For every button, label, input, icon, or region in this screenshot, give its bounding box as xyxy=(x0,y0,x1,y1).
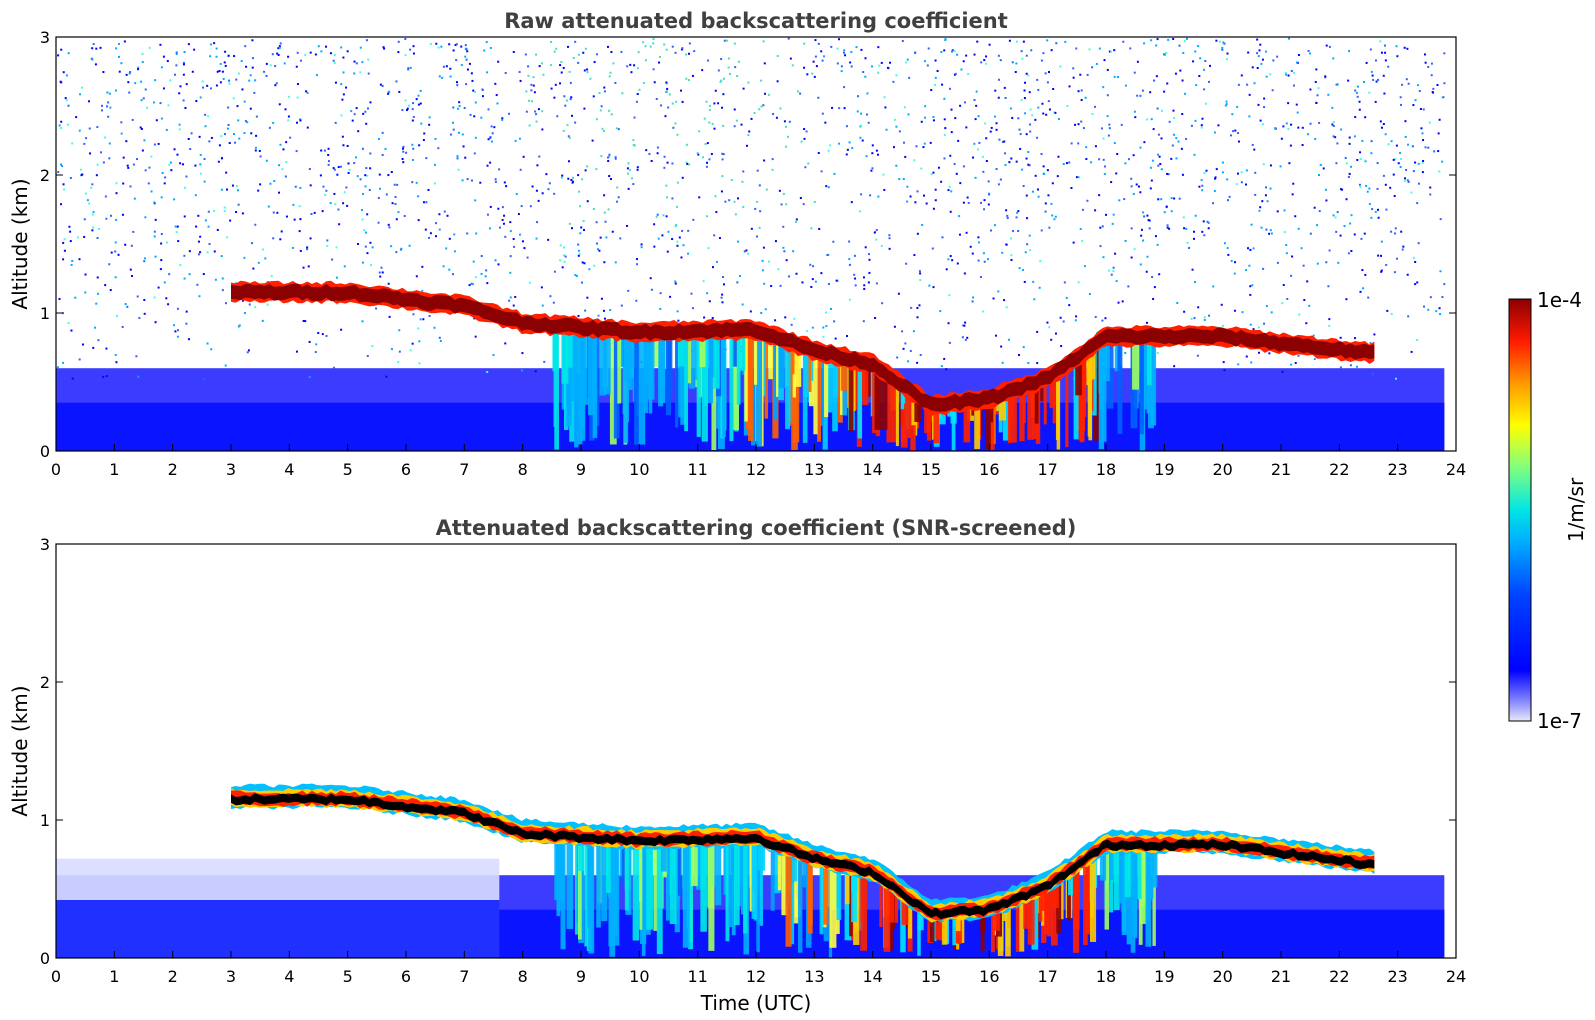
x-tick-label: 3 xyxy=(226,460,236,479)
colorbar-min-label: 1e-7 xyxy=(1537,709,1582,733)
x-tick-label: 17 xyxy=(1037,967,1057,986)
cloud-layer xyxy=(231,783,1375,923)
x-tick-label: 18 xyxy=(1096,460,1116,479)
x-tick-label: 16 xyxy=(979,967,999,986)
x-tick-label: 24 xyxy=(1446,460,1466,479)
x-tick-label: 9 xyxy=(576,967,586,986)
x-tick-label: 1 xyxy=(109,967,119,986)
x-tick-label: 5 xyxy=(343,967,353,986)
x-tick-label: 6 xyxy=(401,460,411,479)
y-tick-label: 3 xyxy=(40,28,50,47)
y-tick-label: 0 xyxy=(40,949,50,968)
y-axis-ticks: 0 1 2 3 xyxy=(40,535,1456,968)
x-tick-label: 8 xyxy=(518,967,528,986)
y-tick-label: 2 xyxy=(40,673,50,692)
x-tick-label: 5 xyxy=(343,460,353,479)
precipitation-streaks xyxy=(552,322,1157,451)
x-tick-label: 20 xyxy=(1212,460,1232,479)
y-axis-label: Altitude (km) xyxy=(8,178,32,309)
chart-title: Raw attenuated backscattering coefficien… xyxy=(504,9,1008,33)
x-tick-label: 10 xyxy=(629,967,649,986)
x-tick-label: 10 xyxy=(629,460,649,479)
x-tick-label: 13 xyxy=(804,967,824,986)
x-tick-label: 12 xyxy=(746,967,766,986)
x-tick-label: 7 xyxy=(459,967,469,986)
x-tick-label: 2 xyxy=(168,460,178,479)
x-axis-label: Time (UTC) xyxy=(700,991,812,1015)
x-axis-ticks: 0 1 2 3 4 5 6 7 8 9 10 11 12 13 14 15 16 17 18 19 20 21 22 23 24 xyxy=(51,951,1466,986)
x-tick-label: 19 xyxy=(1154,460,1174,479)
x-tick-label: 24 xyxy=(1446,967,1466,986)
x-tick-label: 11 xyxy=(687,460,707,479)
colorbar: 1e-4 1e-7 1/m/sr xyxy=(1508,288,1588,733)
x-tick-label: 15 xyxy=(921,460,941,479)
x-tick-label: 14 xyxy=(862,967,882,986)
y-axis-ticks: 0 1 2 3 xyxy=(40,28,1456,461)
x-tick-label: 0 xyxy=(51,460,61,479)
x-tick-label: 7 xyxy=(459,460,469,479)
chart-title: Attenuated backscattering coefficient (S… xyxy=(436,516,1077,540)
x-tick-label: 14 xyxy=(862,460,882,479)
x-tick-label: 16 xyxy=(979,460,999,479)
x-axis-ticks: 0 1 2 3 4 5 6 7 8 9 10 11 12 13 14 15 16 17 18 19 20 21 22 23 24 xyxy=(51,444,1466,479)
x-tick-label: 4 xyxy=(284,967,294,986)
colorbar-gradient xyxy=(1508,298,1532,722)
y-tick-label: 2 xyxy=(40,166,50,185)
heatmap-area xyxy=(56,783,1445,958)
colorbar-unit-label: 1/m/sr xyxy=(1564,477,1588,542)
heatmap-area xyxy=(56,37,1446,451)
x-tick-label: 22 xyxy=(1329,967,1349,986)
x-tick-label: 11 xyxy=(687,967,707,986)
cloud-layer xyxy=(231,280,1375,417)
x-tick-label: 21 xyxy=(1271,967,1291,986)
x-tick-label: 20 xyxy=(1212,967,1232,986)
noise-speckle xyxy=(56,37,1446,384)
y-tick-label: 3 xyxy=(40,535,50,554)
x-tick-label: 19 xyxy=(1154,967,1174,986)
x-tick-label: 15 xyxy=(921,967,941,986)
x-tick-label: 1 xyxy=(109,460,119,479)
y-tick-label: 0 xyxy=(40,442,50,461)
raw-backscatter-panel: Raw attenuated backscattering coefficien… xyxy=(8,9,1466,479)
x-tick-label: 22 xyxy=(1329,460,1349,479)
x-tick-label: 6 xyxy=(401,967,411,986)
colorbar-max-label: 1e-4 xyxy=(1537,288,1582,312)
x-tick-label: 21 xyxy=(1271,460,1291,479)
snr-screened-panel: Attenuated backscattering coefficient (S… xyxy=(8,516,1466,1015)
x-tick-label: 12 xyxy=(746,460,766,479)
x-tick-label: 17 xyxy=(1037,460,1057,479)
x-tick-label: 8 xyxy=(518,460,528,479)
x-tick-label: 0 xyxy=(51,967,61,986)
x-tick-label: 4 xyxy=(284,460,294,479)
x-tick-label: 13 xyxy=(804,460,824,479)
x-tick-label: 23 xyxy=(1387,460,1407,479)
y-tick-label: 1 xyxy=(40,304,50,323)
x-tick-label: 2 xyxy=(168,967,178,986)
y-axis-label: Altitude (km) xyxy=(8,685,32,816)
x-tick-label: 9 xyxy=(576,460,586,479)
x-tick-label: 3 xyxy=(226,967,236,986)
x-tick-label: 23 xyxy=(1387,967,1407,986)
x-tick-label: 18 xyxy=(1096,967,1116,986)
y-tick-label: 1 xyxy=(40,811,50,830)
